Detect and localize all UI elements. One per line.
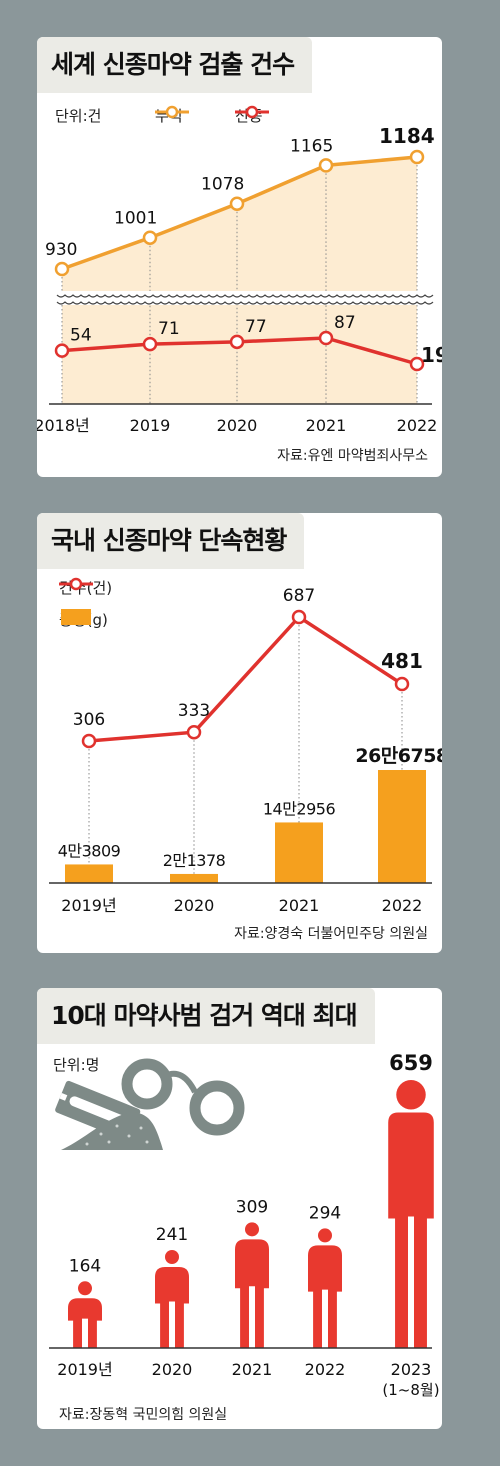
youth-chart-unit: 단위:명: [53, 1056, 100, 1074]
legend-bar-orange-icon: [61, 609, 91, 625]
x-tick-label: 2019년: [57, 1360, 112, 1379]
new-point: [229, 334, 245, 350]
weight-bar: [170, 873, 218, 883]
axis-break-wave: [56, 294, 434, 298]
axis-break-wave: [56, 301, 434, 305]
world-chart-unit: 단위:건: [55, 107, 102, 125]
handcuffs-icon: [121, 1058, 245, 1136]
count-point: [81, 733, 97, 749]
new-point: [142, 336, 158, 352]
new-point: [54, 343, 70, 358]
legend-line-red-icon: [235, 105, 269, 119]
new-value-label: 77: [245, 317, 267, 337]
x-tick-label: 2020: [217, 416, 258, 435]
x-tick-label: 2020: [174, 896, 215, 915]
cumulative-value-label: 1165: [290, 136, 333, 156]
cumulative-point: [229, 196, 245, 211]
person-bar: [235, 1222, 269, 1348]
x-tick-label: 2022: [305, 1360, 346, 1379]
axis-break-band: [55, 291, 429, 305]
youth-value-label: 294: [309, 1203, 341, 1223]
world-chart-panel: 930 54 2018년 1001 71 2019 1078 77 2020 1165 87 2021…: [37, 37, 442, 477]
count-value-label: 687: [283, 586, 315, 606]
weight-bar: [275, 822, 323, 883]
cumulative-value-label: 930: [45, 240, 77, 260]
count-value-label: 333: [178, 701, 210, 721]
x-tick-note: (1~8월): [382, 1381, 439, 1399]
domestic-legend-weight: 중량(g): [59, 609, 108, 630]
count-point: [186, 724, 202, 740]
world-chart-title: 세계 신종마약 검출 건수: [37, 37, 313, 93]
x-tick-label: 2018년: [37, 416, 90, 435]
youth-chart-svg: 164 2019년 241 2020 309 2021 294 2022 659 2023 (1~8…: [49, 1051, 440, 1399]
x-tick-label: 2021: [279, 896, 320, 915]
youth-chart-source: 자료:장동혁 국민의힘 의원실: [59, 1407, 228, 1423]
weight-bar: [378, 770, 426, 883]
x-tick-label: 2021: [306, 416, 347, 435]
weight-value-label: 26만6758: [355, 745, 442, 767]
youth-value-label: 659: [389, 1051, 433, 1075]
cumulative-point: [409, 149, 425, 165]
domestic-chart-title: 국내 신종마약 단속현황: [37, 513, 305, 569]
x-tick-label: 2023: [391, 1360, 432, 1379]
count-value-label: 481: [381, 649, 423, 673]
world-legend-cumulative: 누적: [155, 105, 189, 126]
count-point: [394, 676, 410, 692]
cumulative-value-label: 1078: [201, 175, 244, 195]
new-value-label: 87: [334, 313, 356, 333]
count-value-label: 306: [73, 710, 105, 730]
new-value-label: 71: [158, 319, 180, 339]
person-bar: [308, 1228, 342, 1348]
x-tick-label: 2019년: [61, 896, 116, 915]
cumulative-value-label: 1184: [379, 124, 435, 148]
cumulative-value-label: 1001: [114, 209, 157, 229]
youth-chart-title: 10대 마약사범 검거 역대 최대: [37, 988, 375, 1044]
new-point: [318, 330, 334, 346]
world-chart-source: 자료:유엔 마약범죄사무소: [277, 448, 428, 464]
person-bar: [68, 1281, 102, 1348]
world-chart-svg: 930 54 2018년 1001 71 2019 1078 77 2020 1165 87 2021…: [37, 124, 442, 435]
x-tick-label: 2022: [382, 896, 423, 915]
x-tick-label: 2020: [152, 1360, 193, 1379]
person-bar: [155, 1249, 189, 1348]
youth-value-label: 164: [69, 1256, 101, 1276]
weight-value-label: 2만1378: [163, 851, 226, 870]
weight-bar: [65, 864, 113, 883]
x-tick-label: 2022: [397, 416, 438, 435]
new-value-label: 19: [421, 343, 442, 367]
domestic-chart-source: 자료:양경숙 더불어민주당 의원실: [234, 926, 428, 942]
world-legend-new: 신종: [235, 105, 269, 126]
youth-value-label: 309: [236, 1197, 268, 1217]
person-bar: [388, 1080, 434, 1348]
domestic-chart-svg: 306 4만3809 2019년 333 2만1378 2020 687 14만2956 202…: [49, 586, 442, 915]
domestic-legend-count: 건수(건): [59, 577, 112, 598]
count-point: [291, 609, 307, 625]
new-value-label: 54: [70, 326, 92, 346]
cumulative-point: [318, 158, 334, 173]
powder-pile-icon: [61, 1112, 163, 1150]
legend-line-orange-icon: [155, 105, 189, 119]
x-tick-label: 2021: [232, 1360, 273, 1379]
weight-value-label: 14만2956: [263, 799, 336, 818]
domestic-chart-panel: 306 4만3809 2019년 333 2만1378 2020 687 14만2956 202…: [37, 513, 442, 953]
new-point: [409, 356, 425, 372]
cumulative-point: [142, 230, 158, 245]
youth-value-label: 241: [156, 1225, 188, 1245]
count-line: [88, 614, 403, 743]
weight-value-label: 4만3809: [58, 841, 121, 860]
x-tick-label: 2019: [130, 416, 171, 435]
legend-line-red-icon: [59, 577, 93, 591]
youth-chart-panel: 164 2019년 241 2020 309 2021 294 2022 659 2023 (1~8…: [37, 988, 442, 1429]
cumulative-point: [54, 261, 70, 277]
